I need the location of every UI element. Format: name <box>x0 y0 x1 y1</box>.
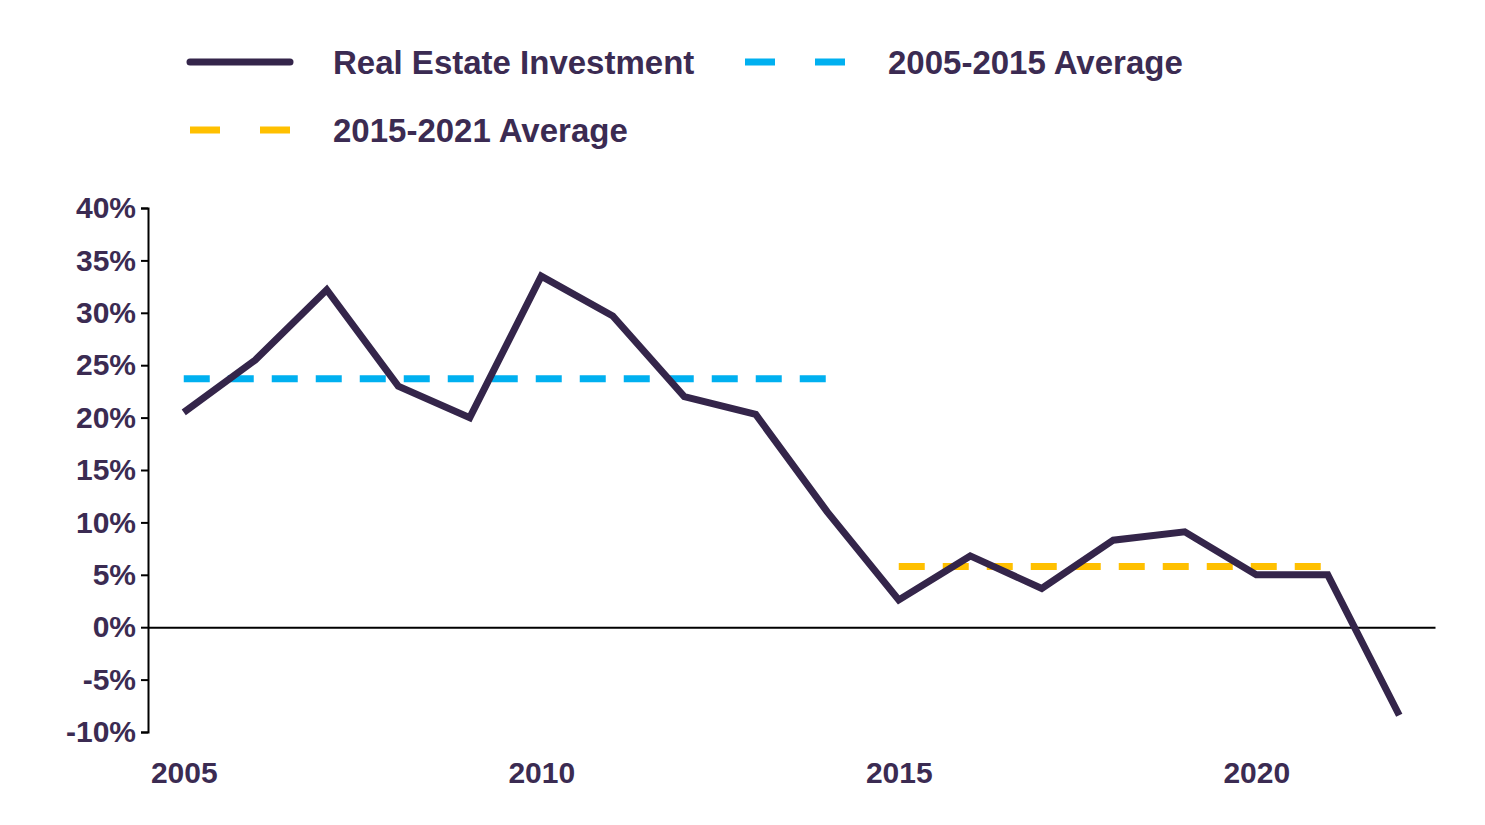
legend-label: Real Estate Investment <box>333 44 694 81</box>
x-axis-line <box>149 627 1436 629</box>
y-tick: -10% <box>66 715 148 748</box>
y-tick-label: 0% <box>93 610 136 643</box>
legend-label: 2015-2021 Average <box>333 112 628 149</box>
y-axis: -10% -5% 0% 5% 10% 15% 20% 25% 30% 35% 40% <box>66 191 149 748</box>
y-tick-label: -10% <box>66 715 136 748</box>
legend-item: 2005-2015 Average <box>745 44 1183 81</box>
x-tick: 2005 <box>151 627 218 789</box>
y-tick-label: 35% <box>76 244 136 277</box>
y-tick-mark <box>141 574 148 576</box>
legend-item: Real Estate Investment <box>190 44 694 81</box>
legend-label: 2005-2015 Average <box>888 44 1183 81</box>
x-tick-label: 2005 <box>151 756 218 789</box>
y-tick: 40% <box>76 191 148 224</box>
y-tick-mark <box>141 365 148 367</box>
x-tick: 2020 <box>1223 627 1290 789</box>
y-tick-mark <box>141 470 148 472</box>
x-tick: 2010 <box>508 627 575 789</box>
y-tick: 35% <box>76 244 148 277</box>
x-tick: 2015 <box>866 627 933 789</box>
legend-item: 2015-2021 Average <box>190 112 628 149</box>
y-tick-label: 10% <box>76 506 136 539</box>
y-tick-label: 5% <box>93 558 136 591</box>
chart: -10% -5% 0% 5% 10% 15% 20% 25% 30% 35% 40% 2005 2010… <box>0 0 1485 825</box>
y-tick-mark <box>141 417 148 419</box>
x-tick-label: 2015 <box>866 756 933 789</box>
y-tick: 15% <box>76 453 148 486</box>
series-line <box>184 276 1400 715</box>
y-tick: -5% <box>83 663 148 696</box>
y-tick-label: 15% <box>76 453 136 486</box>
y-tick-mark <box>141 679 148 681</box>
x-tick-label: 2010 <box>508 756 575 789</box>
y-tick: 5% <box>93 558 148 591</box>
series-line <box>184 375 828 382</box>
legend-swatch <box>190 59 290 66</box>
legend-swatch <box>190 127 290 134</box>
y-tick-label: 40% <box>76 191 136 224</box>
x-axis: 2005 2010 2015 2020 <box>149 627 1436 789</box>
y-tick-mark <box>141 522 148 524</box>
y-tick-label: -5% <box>83 663 136 696</box>
plot-area <box>184 276 1400 715</box>
y-axis-line <box>141 209 149 733</box>
y-tick-mark <box>141 732 148 734</box>
x-tick-label: 2020 <box>1223 756 1290 789</box>
y-tick: 25% <box>76 348 148 381</box>
legend: Real Estate Investment 2005-2015 Average 2… <box>190 44 1183 149</box>
y-tick-mark <box>141 208 148 210</box>
y-tick-label: 20% <box>76 401 136 434</box>
y-tick-mark <box>141 627 148 629</box>
y-tick-label: 30% <box>76 296 136 329</box>
y-tick-mark <box>141 312 148 314</box>
y-tick: 30% <box>76 296 148 329</box>
y-tick: 20% <box>76 401 148 434</box>
y-tick-mark <box>141 260 148 262</box>
y-tick-label: 25% <box>76 348 136 381</box>
y-tick: 0% <box>93 610 148 643</box>
legend-swatch <box>745 59 845 66</box>
y-tick: 10% <box>76 506 148 539</box>
